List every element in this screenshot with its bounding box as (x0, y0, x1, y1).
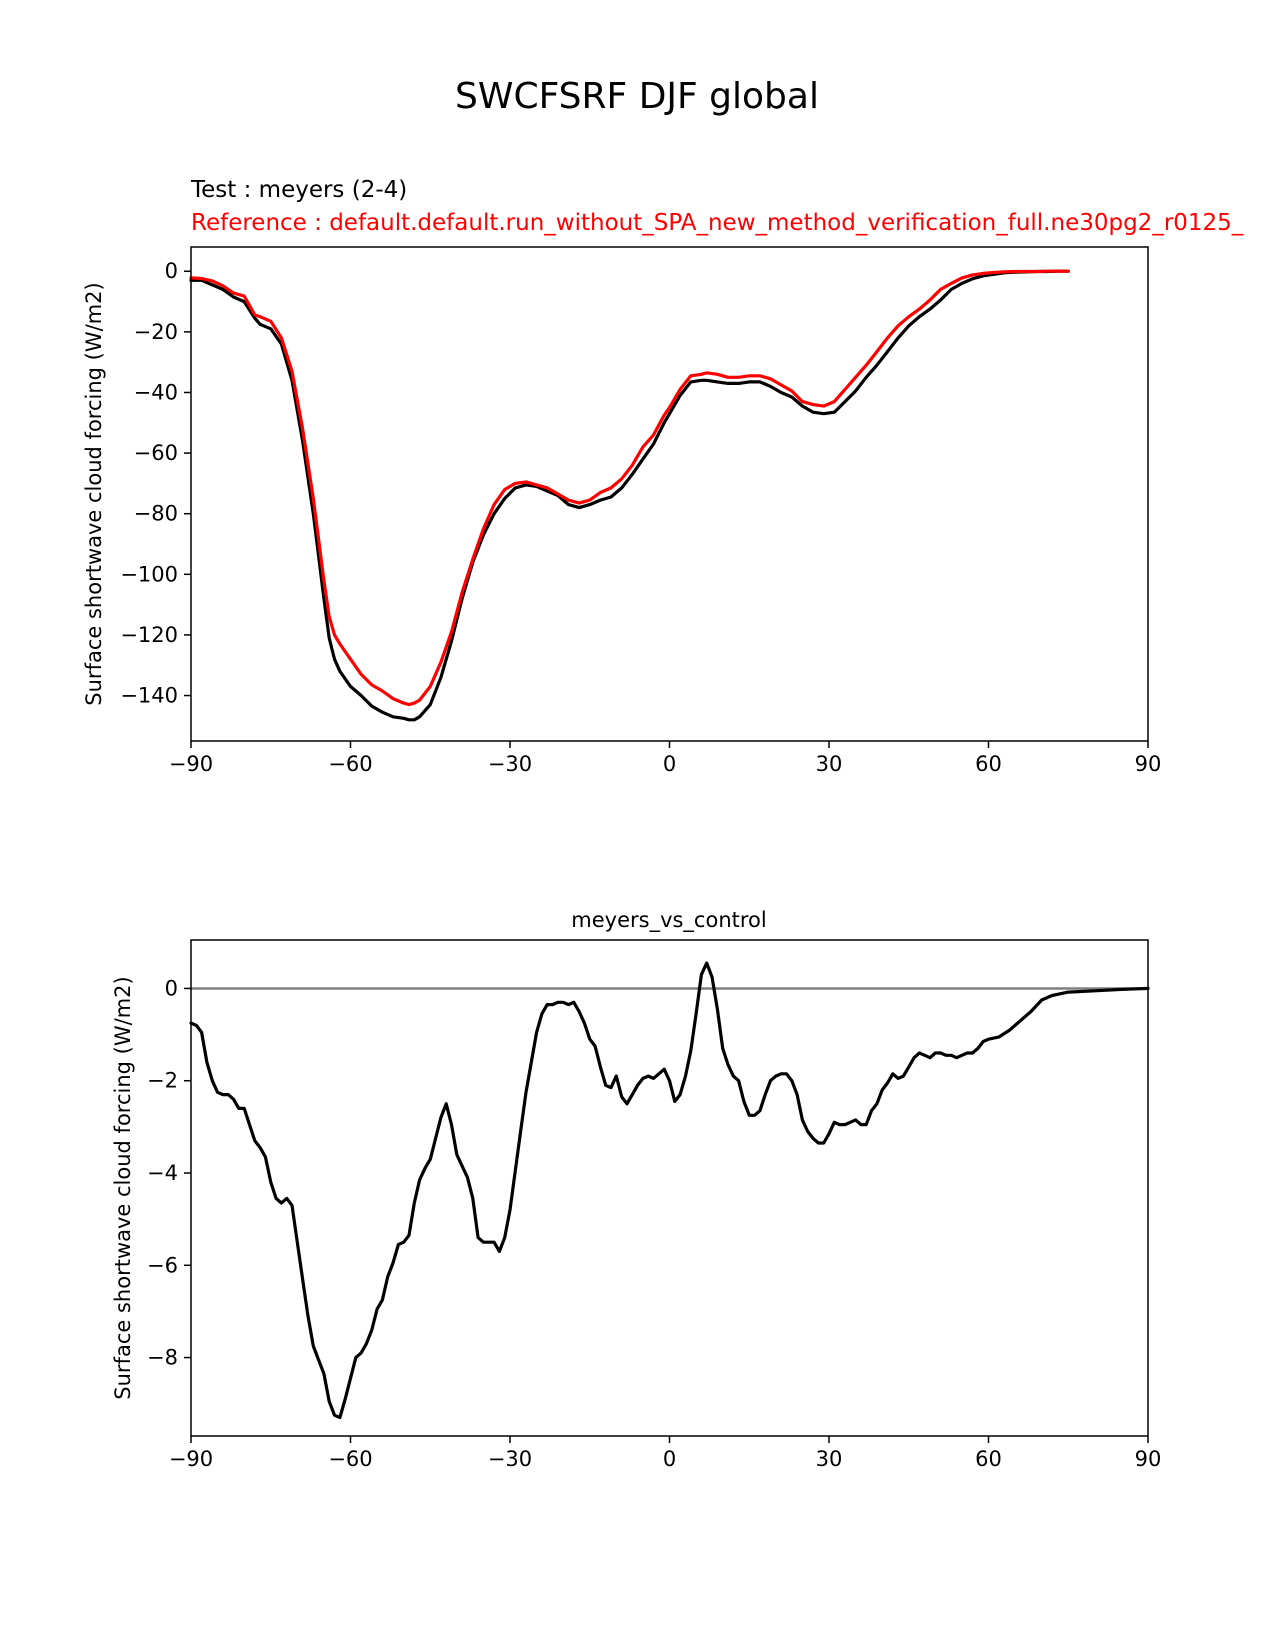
top-series-line-1 (189, 269, 1070, 707)
bottom-series-line-0 (189, 961, 1150, 1420)
bottom-panel: meyers_vs_control −90 −60 −30 0 30 60 900−2−4−… (111, 908, 1161, 1471)
bottom-xtick-label: 30 (816, 1447, 843, 1471)
bottom-ylabel: Surface shortwave cloud forcing (W/m2) (111, 976, 135, 1399)
bottom-series-group (189, 961, 1150, 1420)
bottom-ytick-label: −8 (147, 1346, 178, 1370)
bottom-ytick-label: 0 (165, 976, 178, 1000)
top-xtick-label: 60 (975, 752, 1002, 776)
figure-title: SWCFSRF DJF global (455, 76, 819, 117)
bottom-xtick-label: −60 (328, 1447, 372, 1471)
bottom-ticks: −90 −60 −30 0 30 60 90 0 −2 −4 −6 −8 (147, 976, 1161, 1471)
top-xtick-label: −60 (328, 752, 372, 776)
reference-label: Reference : default.default.run_without_… (191, 210, 1244, 236)
top-ticks: −90 −60 −30 0 30 60 90 0 −20 −40 −60 −80 −100 −120 −14… (120, 259, 1161, 776)
test-label: Test : meyers (2-4) (190, 177, 407, 203)
bottom-ytick-label: −6 (147, 1253, 178, 1277)
top-xtick-label: 30 (816, 752, 843, 776)
top-xtick-label: −30 (488, 752, 532, 776)
top-ytick-label: −140 (120, 684, 178, 708)
bottom-title: meyers_vs_control (571, 908, 766, 933)
top-ytick-label: −20 (134, 320, 178, 344)
top-ytick-label: −120 (120, 623, 178, 647)
top-xtick-label: 90 (1135, 752, 1162, 776)
bottom-xtick-label: −30 (488, 1447, 532, 1471)
top-plot-frame (190, 246, 1149, 742)
bottom-plot-frame (190, 939, 1149, 1437)
top-series-line-0 (189, 269, 1070, 722)
bottom-xtick-label: −90 (169, 1447, 213, 1471)
top-series-group (189, 269, 1070, 722)
bottom-xtick-label: 60 (975, 1447, 1002, 1471)
top-xtick-label: −90 (169, 752, 213, 776)
top-ytick-label: 0 (165, 259, 178, 283)
top-ytick-label: −80 (134, 502, 178, 526)
top-ytick-label: −40 (134, 380, 178, 404)
bottom-ytick-label: −2 (147, 1069, 178, 1093)
top-ytick-label: −60 (134, 441, 178, 465)
top-xtick-label: 0 (663, 752, 676, 776)
bottom-ytick-label: −4 (147, 1161, 178, 1185)
bottom-xtick-label: 0 (663, 1447, 676, 1471)
top-ytick-label: −100 (120, 562, 178, 586)
bottom-xtick-label: 90 (1135, 1447, 1162, 1471)
top-ylabel: Surface shortwave cloud forcing (W/m2) (82, 282, 106, 705)
top-panel: Test : meyers (2-4) Reference : default.… (82, 177, 1244, 776)
